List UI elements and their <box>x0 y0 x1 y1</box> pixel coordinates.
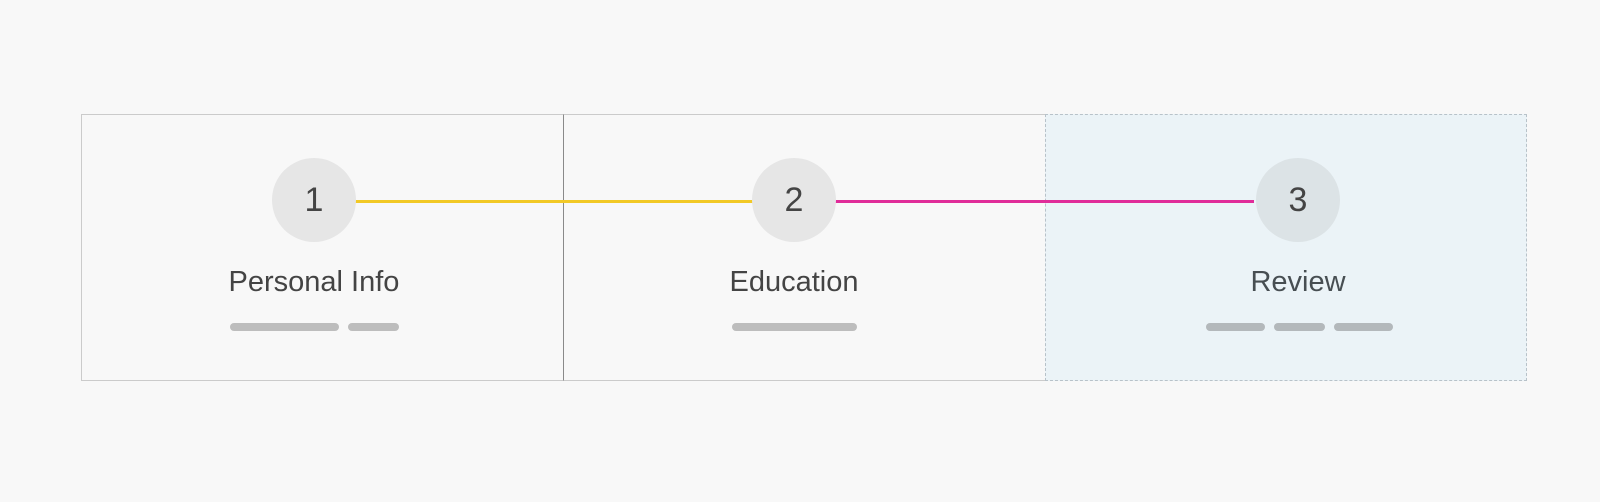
step-number-circle-3[interactable]: 3 <box>1256 158 1340 242</box>
step-connector-1-2 <box>354 200 754 203</box>
placeholder-line <box>1206 323 1265 331</box>
placeholder-line <box>230 323 339 331</box>
placeholder-line <box>732 323 857 331</box>
placeholder-line <box>348 323 399 331</box>
step-description-placeholder-2 <box>732 323 857 331</box>
placeholder-line <box>1274 323 1325 331</box>
placeholder-line <box>1334 323 1393 331</box>
step-description-placeholder-1 <box>230 323 399 331</box>
step-panel-personal-info[interactable] <box>81 114 564 381</box>
step-number-3: 3 <box>1288 180 1308 219</box>
step-connector-2-3 <box>834 200 1254 203</box>
step-number-1: 1 <box>304 180 324 219</box>
step-number-circle-1[interactable]: 1 <box>272 158 356 242</box>
step-label-personal-info: Personal Info <box>228 266 400 298</box>
step-panel-review[interactable] <box>1045 114 1527 381</box>
step-label-review: Review <box>1250 266 1346 298</box>
step-panel-education[interactable] <box>563 114 1046 381</box>
step-number-circle-2[interactable]: 2 <box>752 158 836 242</box>
step-number-2: 2 <box>784 180 804 219</box>
step-label-education: Education <box>729 266 859 298</box>
step-description-placeholder-3 <box>1206 323 1393 331</box>
